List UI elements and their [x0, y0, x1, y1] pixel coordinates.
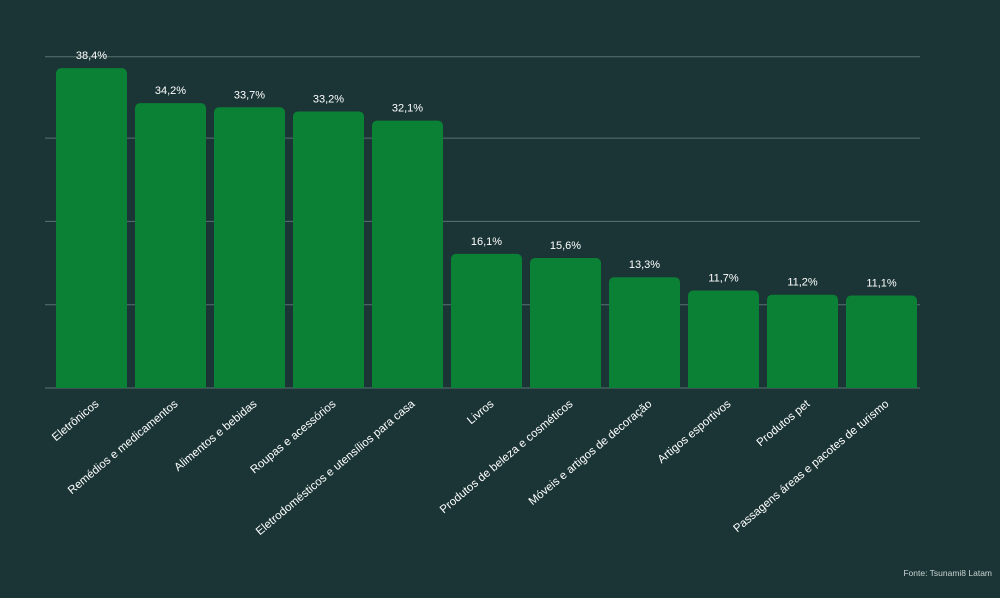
data-label: 13,3% — [629, 259, 660, 271]
data-label: 38,4% — [76, 50, 107, 62]
bar-base — [530, 382, 601, 388]
data-label: 11,7% — [708, 273, 739, 285]
data-label: 16,1% — [471, 236, 502, 248]
category-label: Livros — [465, 398, 496, 427]
bar-base — [372, 382, 443, 388]
bar-base — [846, 382, 917, 388]
bar — [372, 120, 443, 389]
category-label: Alimentos e bebidas — [172, 398, 259, 474]
bar — [609, 277, 680, 388]
bar — [688, 290, 759, 388]
category-label: Produtos pet — [755, 398, 813, 450]
data-label: 11,1% — [866, 278, 897, 290]
bars — [56, 68, 917, 389]
category-label: Artigos esportivos — [656, 398, 734, 466]
bar-base — [135, 382, 206, 388]
category-label: Eletrônicos — [50, 398, 101, 444]
bar — [214, 107, 285, 389]
data-label: 15,6% — [550, 240, 581, 252]
bar-base — [56, 382, 127, 388]
data-label: 11,2% — [787, 277, 818, 289]
bar — [56, 68, 127, 389]
bar-base — [609, 382, 680, 388]
bar-base — [451, 382, 522, 388]
bar-base — [767, 382, 838, 388]
bar — [767, 294, 838, 388]
bar-base — [214, 382, 285, 388]
category-label: Eletrodomésticos e utensílios para casa — [254, 398, 418, 538]
bar — [846, 295, 917, 388]
bar-base — [293, 382, 364, 388]
category-label: Móveis e artigos de decoração — [527, 398, 655, 508]
source-note: Fonte: Tsunami8 Latam — [903, 568, 992, 578]
bar — [135, 103, 206, 388]
category-label: Produtos de beleza e cosméticos — [438, 398, 576, 516]
bar-base — [688, 382, 759, 388]
bar — [293, 111, 364, 388]
data-label: 33,2% — [313, 93, 344, 105]
data-label: 34,2% — [155, 85, 186, 97]
data-label: 32,1% — [392, 103, 423, 115]
bar — [530, 258, 601, 388]
category-label: Roupas e acessórios — [248, 398, 338, 476]
value-labels: 38,4% 34,2% 33,7% 33,2% 32,1% 16,1% 15,6% 13,3%… — [76, 50, 897, 289]
category-label: Passagens áreas e pacotes de turismo — [731, 398, 891, 535]
bar — [451, 253, 522, 388]
data-label: 33,7% — [234, 89, 265, 101]
